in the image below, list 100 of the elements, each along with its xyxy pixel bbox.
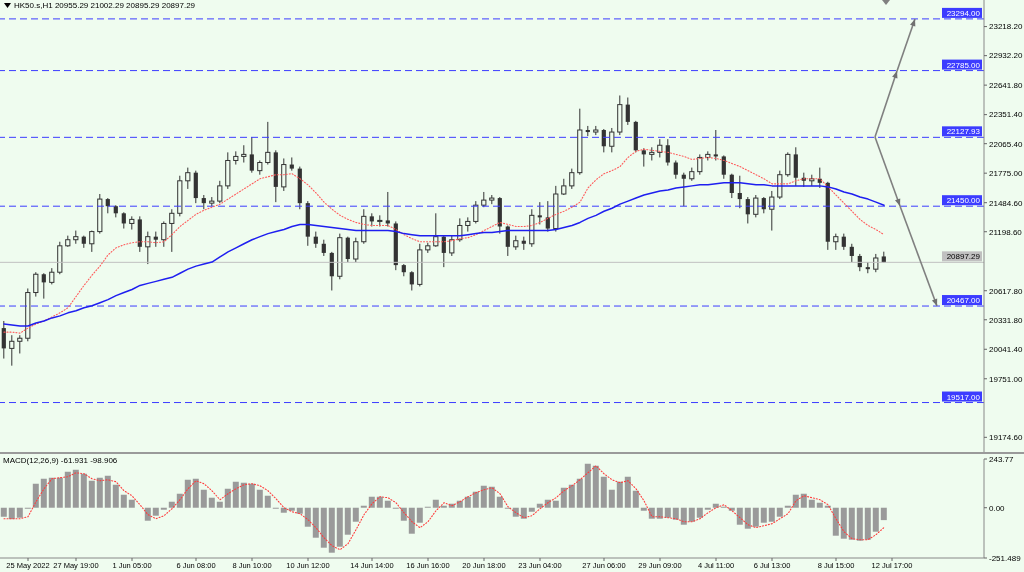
bar [616,481,623,508]
bar [880,507,887,521]
bar [240,482,247,508]
y-tick-label: 243.77 [989,454,1015,464]
bar [608,489,615,508]
bar [336,507,343,547]
bar [184,479,191,508]
bar [88,480,95,508]
candlestick [785,151,791,178]
bar [344,507,351,535]
bar [592,465,599,508]
bar [176,493,183,508]
bar [192,478,199,508]
candlestick [217,180,223,204]
candlestick [385,191,390,228]
bar [800,493,807,508]
bar [496,496,503,508]
candlestick [625,97,630,126]
bar [832,507,839,536]
chart-title: MACD(12,26,9) -61.931 -98.906 [3,456,118,466]
candlestick [9,334,15,367]
bar [112,484,119,508]
bar [536,503,543,508]
bar [72,469,79,508]
candlestick [353,237,359,263]
bar [512,507,519,517]
bar [320,507,327,548]
y-tick-label: 21484.60 [989,198,1023,208]
candlestick [609,127,615,153]
candlestick [345,236,350,263]
candlestick [777,170,783,200]
bar [480,485,487,508]
candlestick [473,200,479,224]
bar [160,507,167,510]
bar [664,507,671,518]
bar [384,500,391,508]
bar [56,477,63,508]
y-tick-label: 20331.80 [989,315,1023,325]
candlestick [697,153,703,176]
bar [152,507,159,516]
bar [16,507,23,518]
bar [768,507,775,522]
candlestick [673,159,678,180]
candlestick [185,167,191,190]
y-tick-label: 20041.40 [989,345,1023,355]
candlestick [665,138,670,167]
y-tick-label: 22065.40 [989,139,1023,149]
bar [640,507,647,511]
bar [304,507,311,527]
ref-line-label: 23294.00 [946,8,981,18]
ref-line-label: 19517.00 [946,392,981,402]
bar [40,478,47,508]
bar [688,507,695,522]
bar [864,507,871,540]
bar [600,476,607,508]
bar [488,486,495,508]
bar [760,507,767,523]
candlestick [33,271,39,298]
candlestick [169,208,175,253]
bar [352,507,359,522]
bar [656,507,663,519]
bar [120,494,127,508]
bar [584,463,591,508]
bar [440,505,447,508]
candlestick [721,154,726,180]
candlestick [249,136,254,174]
y-tick-label: 21198.60 [989,227,1023,237]
bar [776,507,783,517]
bar [64,471,71,508]
y-tick-label: 19751.00 [989,374,1023,384]
ref-line-label: 20467.00 [946,296,981,306]
candlestick [737,175,742,209]
candlestick [753,194,759,218]
bar [560,487,567,508]
bar [856,507,863,541]
bar [0,507,7,517]
y-tick-label: 22351.40 [989,110,1023,120]
candlestick [41,272,46,300]
bar [48,477,55,508]
line-series [3,465,885,551]
candlestick [849,243,854,263]
bar [168,501,175,508]
y-tick-label: 23218.20 [989,22,1023,32]
y-tick-label: 20617.80 [989,286,1023,296]
bar [328,507,335,553]
candlestick [329,251,334,291]
bar [848,507,855,540]
bar [472,491,479,508]
bar [32,483,39,508]
bar [464,496,471,508]
y-tick-label: 0.00 [989,503,1006,513]
bar [312,507,319,538]
bar [696,507,703,518]
ref-line-label: 21450.00 [946,196,981,206]
candlestick [433,212,439,248]
bar [632,490,639,508]
bar [200,489,207,508]
bar [408,507,415,534]
bar [296,507,303,514]
bar [816,502,823,508]
